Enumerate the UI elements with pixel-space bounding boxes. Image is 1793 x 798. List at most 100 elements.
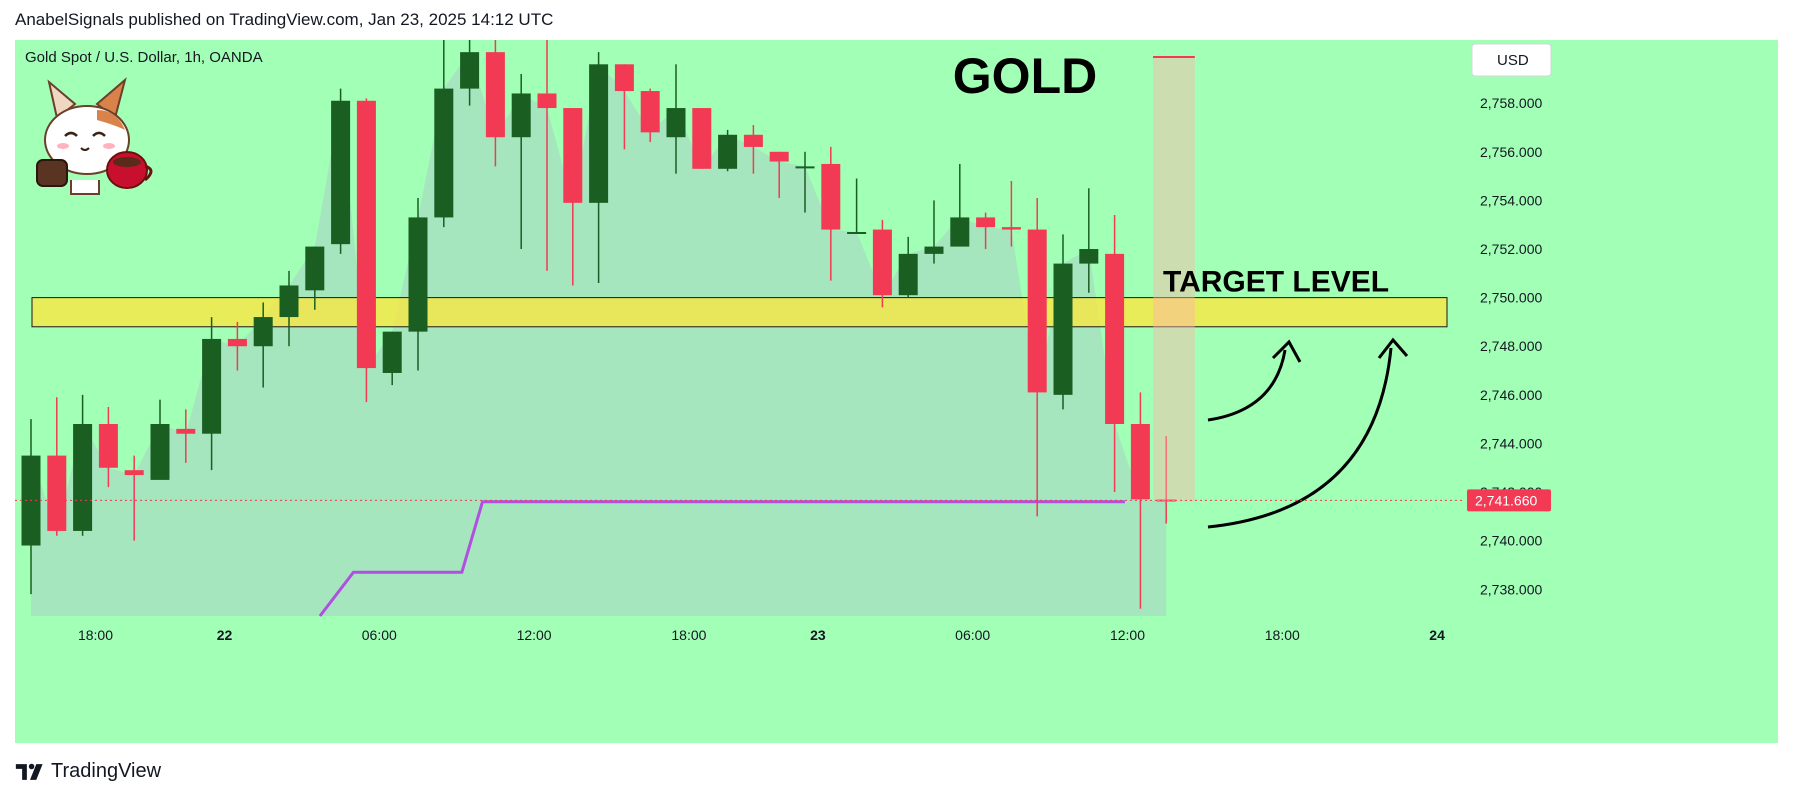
candle <box>382 331 402 386</box>
candle <box>847 178 867 234</box>
y-tick-label: 2,756.000 <box>1480 144 1542 160</box>
y-tick-label: 2,740.000 <box>1480 533 1542 549</box>
x-tick-label: 22 <box>217 627 233 643</box>
target-bar-layer <box>1153 56 1195 502</box>
candle <box>47 397 67 536</box>
candle-body <box>279 285 299 318</box>
y-tick-label: 2,748.000 <box>1480 338 1542 354</box>
candle-body <box>1079 249 1099 264</box>
candle-body <box>950 217 970 247</box>
purple-line-layer <box>318 500 1125 617</box>
chart-area[interactable]: TARGET LEVEL 2,738.0002,740.0002,742.000… <box>15 40 1778 743</box>
published-header: AnabelSignals published on TradingView.c… <box>15 10 554 29</box>
candle-body <box>73 424 93 531</box>
candle <box>1053 234 1073 410</box>
symbol-line: Gold Spot / U.S. Dollar, 1h, OANDA <box>25 49 263 66</box>
candle <box>202 317 222 471</box>
candle-body <box>743 134 763 147</box>
currency-button[interactable]: USD <box>1471 43 1552 77</box>
candle-body <box>1001 227 1021 230</box>
y-tick-label: 2,738.000 <box>1480 581 1542 597</box>
candle <box>976 212 996 250</box>
candle <box>950 163 970 247</box>
candle <box>795 151 815 213</box>
candle-body <box>382 331 402 373</box>
candle-body <box>227 338 247 347</box>
candle <box>1105 214 1125 493</box>
candle-body <box>511 93 531 138</box>
candle-body <box>408 217 428 332</box>
candle <box>614 64 634 150</box>
candle <box>485 40 505 167</box>
price-area <box>31 52 1167 616</box>
y-tick-label: 2,746.000 <box>1480 387 1542 403</box>
x-tick-label: 23 <box>810 627 826 643</box>
chart-title: GOLD <box>953 48 1097 104</box>
tradingview-logo-icon <box>15 763 43 780</box>
candle <box>124 455 144 541</box>
target-label: TARGET LEVEL <box>1163 266 1389 299</box>
candle <box>898 236 918 298</box>
y-tick-label: 2,758.000 <box>1480 95 1542 111</box>
curved-arrow-icon <box>1207 347 1393 529</box>
candle <box>1027 197 1047 517</box>
candle <box>253 302 273 388</box>
candle-body <box>305 246 325 291</box>
candle-body <box>666 108 686 138</box>
candle-body <box>331 100 351 245</box>
x-tick-label: 18:00 <box>78 627 113 643</box>
price-chart[interactable]: TARGET LEVEL 2,738.0002,740.0002,742.000… <box>15 40 1778 743</box>
candle-body <box>976 217 996 228</box>
candle-body <box>563 108 583 203</box>
x-tick-label: 24 <box>1429 627 1445 643</box>
y-tick-label: 2,750.000 <box>1480 290 1542 306</box>
candle-body <box>202 338 222 434</box>
candle <box>227 321 247 371</box>
candle <box>872 219 892 308</box>
candle-body <box>485 52 505 138</box>
candle-body <box>150 424 170 480</box>
candle-body <box>847 232 867 234</box>
candle <box>1079 188 1099 293</box>
candle <box>640 88 660 143</box>
candle <box>73 394 93 536</box>
candle <box>563 108 583 286</box>
candle <box>98 406 118 488</box>
x-tick-label: 06:00 <box>955 627 990 643</box>
candle <box>460 40 480 106</box>
candle <box>1001 180 1021 247</box>
x-tick-label: 12:00 <box>1110 627 1145 643</box>
candle <box>150 399 170 480</box>
y-tick-label: 2,754.000 <box>1480 192 1542 208</box>
currency-label: USD <box>1497 52 1529 69</box>
candle-body <box>356 100 376 369</box>
candle <box>408 197 428 371</box>
candles-layer <box>21 40 1176 609</box>
candle-body <box>1105 253 1125 424</box>
footer: TradingView <box>15 760 161 783</box>
candle <box>718 129 738 172</box>
candle <box>666 64 686 174</box>
x-tick-label: 06:00 <box>362 627 397 643</box>
target-zone-layer <box>31 297 1448 328</box>
x-tick-label: 12:00 <box>517 627 552 643</box>
last-price-label: 2,741.660 <box>1475 492 1537 508</box>
arrow-head-icon <box>1271 339 1302 363</box>
candle <box>176 409 196 463</box>
candle-body <box>460 52 480 89</box>
candle <box>821 146 841 281</box>
candle <box>331 88 351 254</box>
candle-body <box>253 317 273 347</box>
candle <box>769 151 789 198</box>
candle-body <box>176 428 196 434</box>
candle-body <box>614 64 634 92</box>
candle <box>743 125 763 174</box>
curved-arrow-icon <box>1207 349 1287 422</box>
candle-body <box>821 163 841 230</box>
cartoon-cat-with-coffee-icon <box>36 77 153 195</box>
candle-body <box>1053 263 1073 395</box>
price-area-layer <box>31 52 1167 616</box>
candle <box>356 98 376 403</box>
candle-body <box>718 134 738 169</box>
y-tick-label: 2,752.000 <box>1480 241 1542 257</box>
